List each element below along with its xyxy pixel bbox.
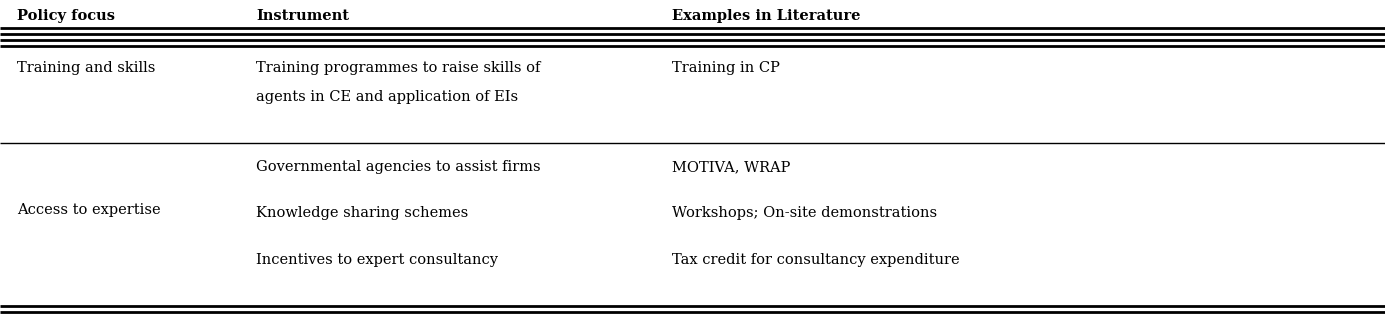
Text: agents in CE and application of EIs: agents in CE and application of EIs	[256, 90, 518, 104]
Text: Policy focus: Policy focus	[17, 9, 115, 23]
Text: Workshops; On-site demonstrations: Workshops; On-site demonstrations	[672, 206, 936, 220]
Text: Training and skills: Training and skills	[17, 61, 155, 75]
Text: MOTIVA, WRAP: MOTIVA, WRAP	[672, 160, 789, 174]
Text: Examples in Literature: Examples in Literature	[672, 9, 860, 23]
Text: Training in CP: Training in CP	[672, 61, 780, 75]
Text: Access to expertise: Access to expertise	[17, 203, 161, 217]
Text: Incentives to expert consultancy: Incentives to expert consultancy	[256, 253, 499, 267]
Text: Governmental agencies to assist firms: Governmental agencies to assist firms	[256, 160, 542, 174]
Text: Tax credit for consultancy expenditure: Tax credit for consultancy expenditure	[672, 253, 960, 267]
Text: Instrument: Instrument	[256, 9, 349, 23]
Text: Knowledge sharing schemes: Knowledge sharing schemes	[256, 206, 468, 220]
Text: Training programmes to raise skills of: Training programmes to raise skills of	[256, 61, 540, 75]
